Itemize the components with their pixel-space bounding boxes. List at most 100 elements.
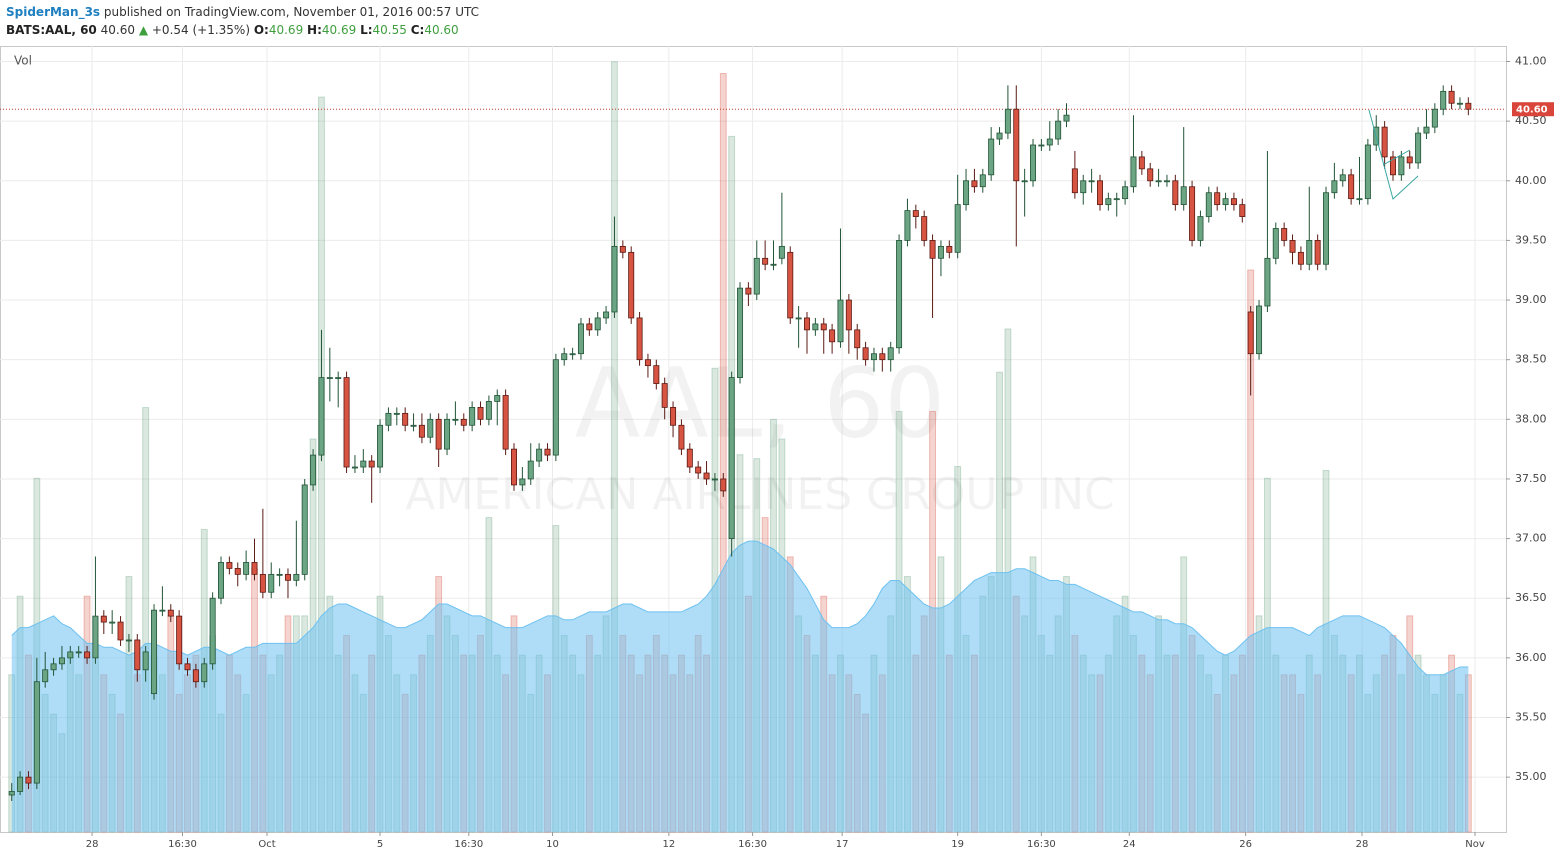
candle-body bbox=[1272, 228, 1279, 259]
x-tick-label: 24 bbox=[1123, 839, 1136, 850]
y-tick-label: 40.00 bbox=[1515, 174, 1547, 187]
candle-body bbox=[410, 424, 417, 427]
candle-body bbox=[151, 609, 158, 695]
candle-body bbox=[762, 257, 769, 265]
candle-body bbox=[644, 359, 651, 367]
candle-body bbox=[1331, 180, 1338, 194]
candle-body bbox=[1105, 198, 1112, 206]
candle-body bbox=[937, 245, 944, 259]
candle-body bbox=[1130, 156, 1137, 188]
candle-body bbox=[1306, 240, 1313, 265]
candle-body bbox=[201, 663, 208, 683]
candle-body bbox=[1071, 168, 1078, 194]
candle-body bbox=[25, 776, 32, 784]
candle-body bbox=[1381, 126, 1388, 158]
last-price-box bbox=[1512, 102, 1554, 117]
y-tick-label: 37.50 bbox=[1515, 472, 1547, 485]
candle-body bbox=[326, 377, 333, 379]
candle-body bbox=[385, 412, 392, 426]
candle-body bbox=[243, 562, 250, 575]
x-tick-label: 10 bbox=[546, 839, 559, 850]
candle-body bbox=[1348, 174, 1355, 200]
candle-body bbox=[653, 365, 660, 384]
change: +0.54 (+1.35%) bbox=[151, 23, 251, 37]
candle-body bbox=[1448, 90, 1455, 104]
candle-body bbox=[167, 609, 174, 617]
candle-body bbox=[368, 460, 375, 468]
candle-body bbox=[276, 573, 283, 576]
candle-body bbox=[360, 460, 367, 468]
candle-body bbox=[1122, 186, 1129, 200]
candle-body bbox=[159, 609, 166, 612]
candle-body bbox=[1172, 180, 1179, 206]
candle-body bbox=[845, 299, 852, 331]
y-tick-label: 39.00 bbox=[1515, 293, 1547, 306]
x-tick-label: 28 bbox=[1356, 839, 1369, 850]
candle-body bbox=[879, 353, 886, 361]
candle-body bbox=[301, 484, 308, 575]
candle-body bbox=[1013, 108, 1020, 182]
candle-body bbox=[125, 639, 132, 642]
candle-body bbox=[929, 240, 936, 259]
candle-body bbox=[954, 204, 961, 253]
candle-body bbox=[787, 251, 794, 319]
drawing bbox=[1368, 109, 1419, 200]
candle-body bbox=[234, 568, 241, 575]
volume-label: Vol bbox=[14, 54, 32, 68]
candle-body bbox=[226, 562, 233, 569]
candle-body bbox=[870, 353, 877, 361]
candle-body bbox=[552, 359, 559, 456]
candle-body bbox=[569, 353, 576, 356]
candle-body bbox=[318, 377, 325, 456]
candle-body bbox=[1247, 311, 1254, 355]
candle-body bbox=[1431, 108, 1438, 128]
candle-body bbox=[452, 418, 459, 421]
candle-body bbox=[1222, 198, 1229, 206]
candle-body bbox=[628, 251, 635, 319]
candle-body bbox=[753, 257, 760, 295]
candle-body bbox=[1281, 228, 1288, 241]
candle-body bbox=[1096, 180, 1103, 206]
candle-body bbox=[58, 657, 65, 665]
candle-body bbox=[1163, 180, 1170, 183]
author[interactable]: SpiderMan_3s bbox=[6, 5, 101, 19]
candle-body bbox=[661, 383, 668, 408]
candle-body bbox=[192, 669, 199, 683]
volume-ma-line bbox=[11, 540, 1469, 676]
candle-body bbox=[812, 323, 819, 331]
x-tick-label: 5 bbox=[377, 839, 383, 850]
candle-body bbox=[1197, 216, 1204, 241]
h-label: H: bbox=[307, 23, 322, 37]
candle-body bbox=[561, 353, 568, 361]
candle-body bbox=[854, 329, 861, 349]
candle-body bbox=[310, 454, 317, 486]
candle-body bbox=[1423, 126, 1430, 134]
candle-body bbox=[611, 245, 618, 313]
candle-body bbox=[636, 317, 643, 361]
candle-body bbox=[737, 287, 744, 378]
candle-body bbox=[904, 210, 911, 241]
candle-body bbox=[1297, 251, 1304, 265]
y-tick-label: 36.50 bbox=[1515, 591, 1547, 604]
candle-body bbox=[795, 317, 802, 320]
candle-body bbox=[887, 347, 894, 361]
candle-body bbox=[418, 424, 425, 438]
candle-body bbox=[862, 347, 869, 361]
y-tick-label: 41.00 bbox=[1515, 55, 1547, 68]
candle-body bbox=[1415, 132, 1422, 164]
candle-body bbox=[1289, 240, 1296, 253]
candle-body bbox=[117, 621, 124, 641]
y-tick-label: 35.00 bbox=[1515, 770, 1547, 783]
candle-body bbox=[1440, 90, 1447, 110]
candle-body bbox=[1239, 204, 1246, 217]
x-tick-label: 12 bbox=[663, 839, 676, 850]
candle-body bbox=[1214, 192, 1221, 206]
candle-body bbox=[377, 424, 384, 468]
candle-body bbox=[586, 323, 593, 331]
candle-body bbox=[603, 311, 610, 319]
drawing-line bbox=[1382, 149, 1411, 166]
candle-body bbox=[1080, 180, 1087, 194]
candle-body bbox=[837, 299, 844, 343]
candle-body bbox=[544, 448, 551, 456]
